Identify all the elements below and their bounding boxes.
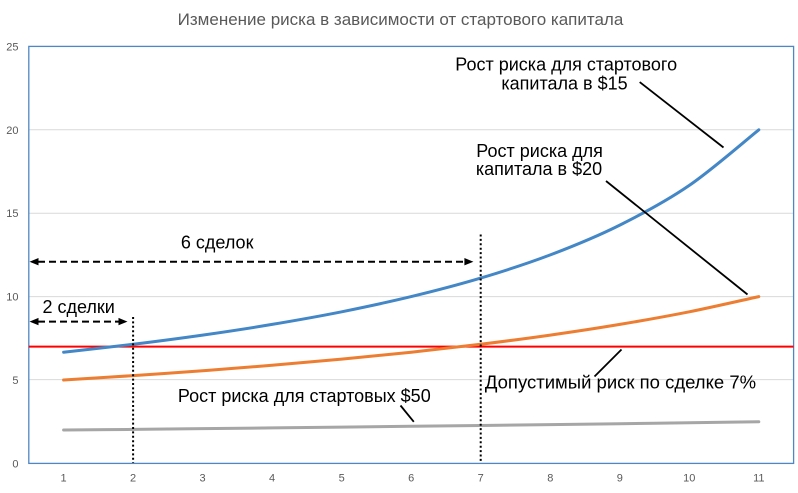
svg-text:15: 15 — [6, 208, 18, 220]
svg-text:Допустимый риск по сделке 7%: Допустимый риск по сделке 7% — [485, 372, 756, 393]
svg-text:10: 10 — [6, 292, 18, 304]
svg-text:25: 25 — [6, 41, 18, 53]
svg-text:5: 5 — [339, 473, 345, 485]
svg-text:11: 11 — [753, 473, 764, 485]
svg-text:Рост риска для стартового: Рост риска для стартового — [455, 54, 677, 74]
svg-text:капитала в $20: капитала в $20 — [476, 159, 602, 179]
svg-text:6: 6 — [408, 473, 414, 485]
svg-text:7: 7 — [478, 473, 484, 485]
svg-text:5: 5 — [12, 375, 18, 387]
svg-text:9: 9 — [617, 473, 623, 485]
svg-text:2 сделки: 2 сделки — [43, 297, 115, 317]
svg-text:1: 1 — [61, 473, 67, 485]
svg-text:4: 4 — [269, 473, 275, 485]
svg-text:Изменение риска в зависимости: Изменение риска в зависимости от стартов… — [178, 10, 624, 29]
svg-text:3: 3 — [200, 473, 206, 485]
svg-text:0: 0 — [12, 458, 18, 470]
svg-text:Рост риска для стартовых $50: Рост риска для стартовых $50 — [178, 386, 431, 406]
svg-text:20: 20 — [6, 125, 18, 137]
svg-text:2: 2 — [130, 473, 136, 485]
svg-text:капитала в $15: капитала в $15 — [501, 74, 627, 94]
svg-text:10: 10 — [683, 473, 695, 485]
svg-text:Рост риска для: Рост риска для — [476, 141, 603, 161]
svg-text:6 сделок: 6 сделок — [181, 233, 254, 253]
svg-text:8: 8 — [547, 473, 553, 485]
